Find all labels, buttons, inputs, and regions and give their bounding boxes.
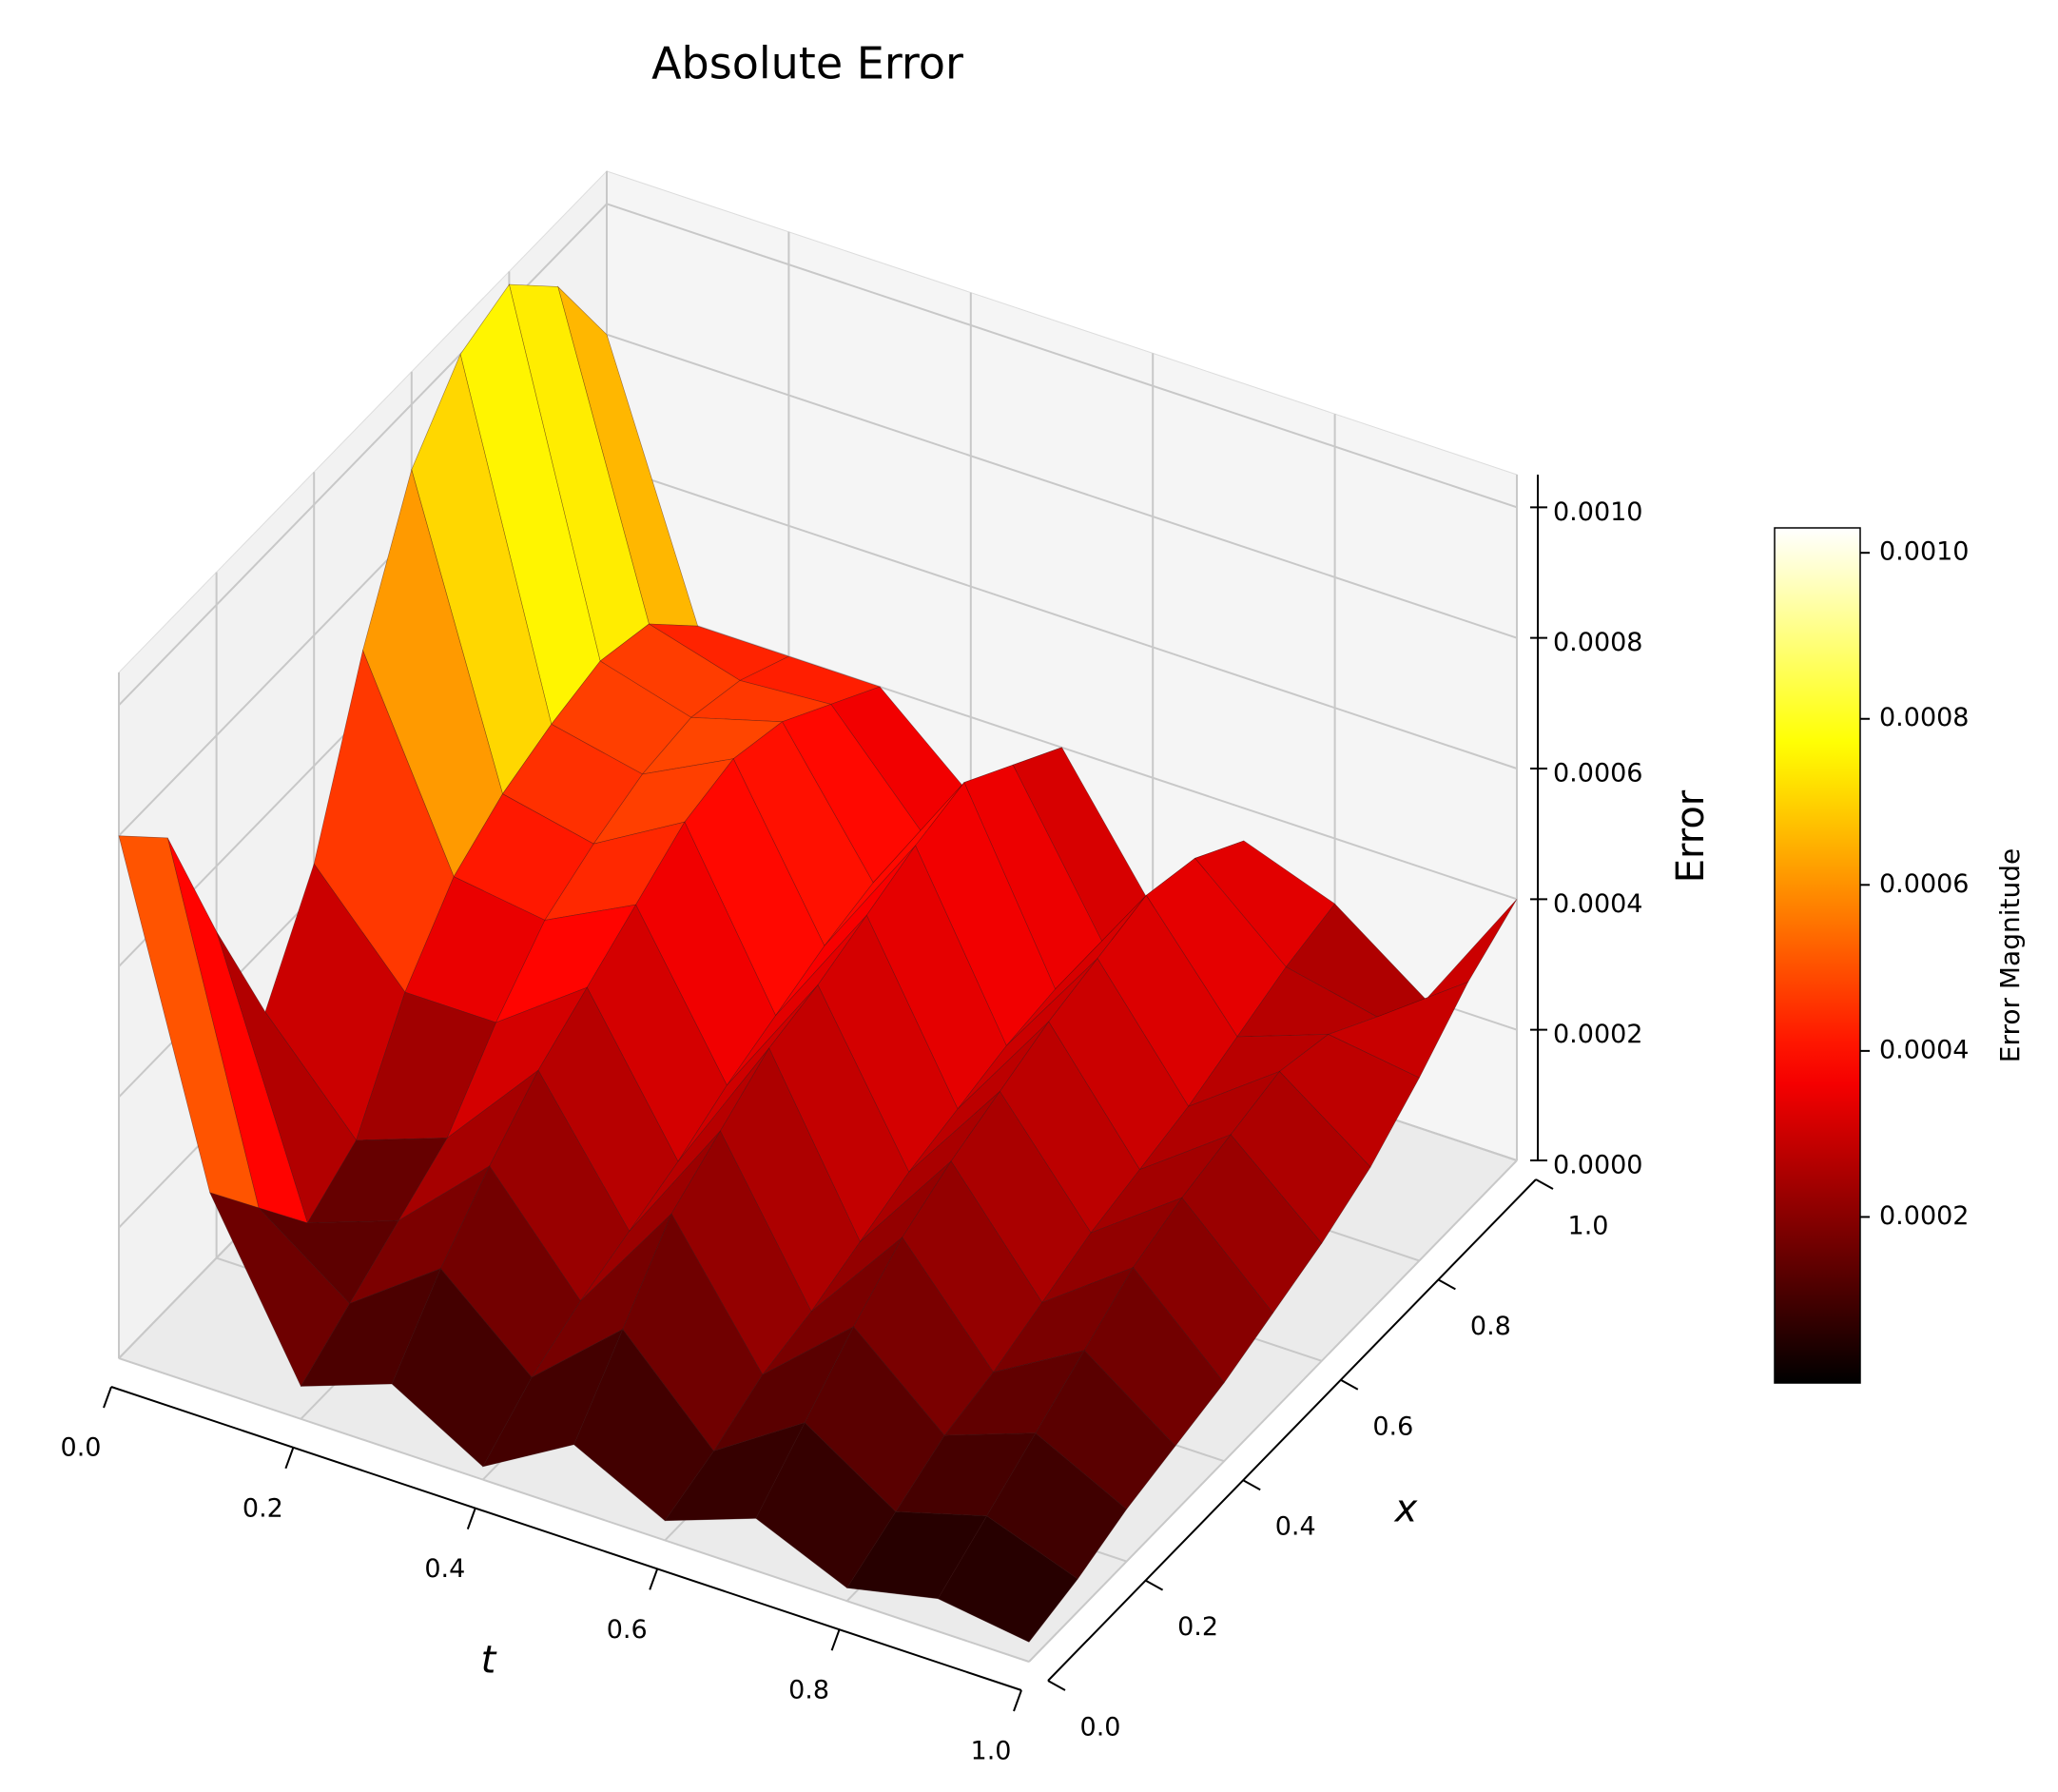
y-tick xyxy=(1340,1378,1359,1391)
y-tick xyxy=(1535,1178,1554,1190)
x-tick xyxy=(830,1628,841,1651)
y-tick-label: 0.0 xyxy=(1080,1713,1121,1743)
z-axis-label: Error xyxy=(1669,789,1713,883)
x-tick-label: 1.0 xyxy=(971,1737,1012,1766)
grid-line xyxy=(118,1357,1030,1663)
colorbar-tick-label: 0.0004 xyxy=(1879,1035,1969,1064)
x-tick xyxy=(466,1508,476,1529)
colorbar: 0.0002 0.0004 0.0006 0.0008 0.0010 Error Magn… xyxy=(1774,527,2026,1384)
colorbar-tick-label: 0.0006 xyxy=(1879,869,1969,899)
chart-title: Absolute Error xyxy=(651,38,963,89)
x-tick xyxy=(1013,1689,1022,1712)
y-tick xyxy=(1437,1278,1456,1291)
y-tick-label: 0.4 xyxy=(1275,1512,1316,1542)
colorbar-label: Error Magnitude xyxy=(1994,848,2026,1063)
y-tick xyxy=(1047,1680,1066,1691)
x-axis-label: t xyxy=(481,1639,497,1683)
y-tick xyxy=(1242,1479,1261,1491)
x-tick-label: 0.8 xyxy=(788,1676,829,1705)
y-tick xyxy=(1145,1579,1164,1591)
colorbar-tick-label: 0.0002 xyxy=(1879,1201,1969,1231)
x-axis-line xyxy=(110,1386,1022,1691)
y-tick-label: 0.2 xyxy=(1177,1612,1218,1642)
z-tick-label: 0.0000 xyxy=(1553,1151,1642,1180)
z-tick-label: 0.0010 xyxy=(1553,497,1642,527)
colorbar-tick-label: 0.0008 xyxy=(1879,703,1969,732)
surface xyxy=(118,283,1518,1643)
y-axis-label: x xyxy=(1393,1488,1418,1531)
colorbar-tick-label: 0.0010 xyxy=(1879,537,1969,567)
y-axis-line xyxy=(1047,1178,1537,1682)
grid-line xyxy=(1028,1159,1518,1663)
grid-line xyxy=(606,333,1518,639)
x-tick xyxy=(103,1386,112,1409)
y-tick-label: 0.6 xyxy=(1372,1412,1413,1441)
colorbar-scale xyxy=(1774,527,1861,1384)
x-tick-label: 0.4 xyxy=(424,1554,465,1584)
surface-cell xyxy=(937,1515,1078,1643)
z-tick-label: 0.0008 xyxy=(1553,628,1642,657)
z-tick-label: 0.0006 xyxy=(1553,759,1642,789)
z-tick-label: 0.0004 xyxy=(1553,889,1642,919)
z-tick-label: 0.0002 xyxy=(1553,1020,1642,1049)
axes: 0.0 0.2 0.4 0.6 0.8 1.0 0.0 0.2 0.4 0.6 0.8 1.0 0.00… xyxy=(61,475,1713,1766)
x-tick-label: 0.6 xyxy=(607,1615,648,1645)
x-tick-label: 0.2 xyxy=(243,1493,283,1523)
grid-line xyxy=(606,203,1518,509)
x-tick-label: 0.0 xyxy=(61,1433,102,1463)
y-tick-label: 1.0 xyxy=(1568,1212,1609,1241)
y-tick-label: 0.8 xyxy=(1470,1312,1511,1341)
x-tick xyxy=(284,1447,295,1470)
x-tick xyxy=(649,1568,659,1590)
grid-line xyxy=(606,464,1518,769)
